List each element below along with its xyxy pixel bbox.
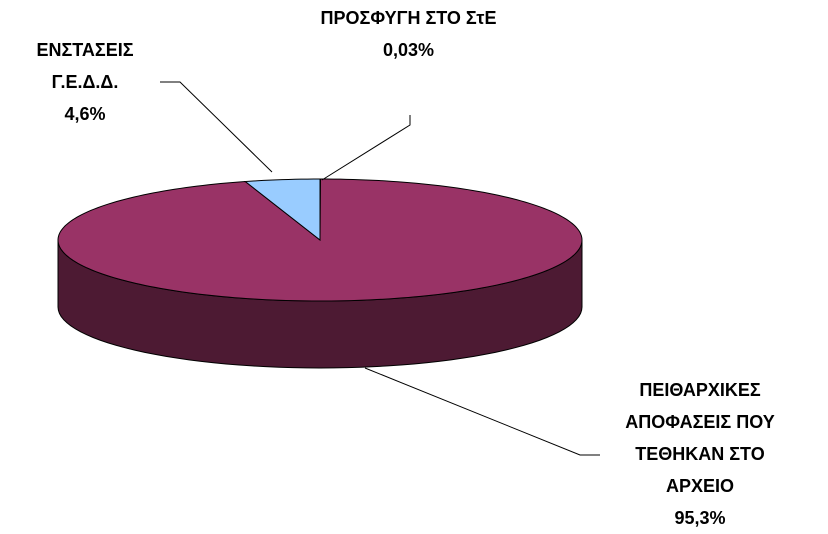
slice-label: ΠΕΙΘΑΡΧΙΚΕΣ ΑΠΟΦΑΣΕΙΣ ΠΟΥ ΤΕΘΗΚΑΝ ΣΤΟ ΑΡ… <box>605 374 795 534</box>
category-label: ΕΝΣΤΑΣΕΙΣ Γ.Ε.Δ.Δ. <box>15 34 155 98</box>
value-label: 95,3% <box>605 502 795 534</box>
leader-line <box>322 115 410 180</box>
slice-label: ΕΝΣΤΑΣΕΙΣ Γ.Ε.Δ.Δ.4,6% <box>15 34 155 130</box>
value-label: 4,6% <box>15 98 155 130</box>
category-label: ΠΕΙΘΑΡΧΙΚΕΣ ΑΠΟΦΑΣΕΙΣ ΠΟΥ ΤΕΘΗΚΑΝ ΣΤΟ ΑΡ… <box>605 374 795 502</box>
value-label: 0,03% <box>316 34 501 66</box>
leader-line <box>160 82 272 172</box>
leader-line <box>365 368 600 455</box>
category-label: ΠΡΟΣΦΥΓΗ ΣΤΟ ΣτΕ <box>316 2 501 34</box>
